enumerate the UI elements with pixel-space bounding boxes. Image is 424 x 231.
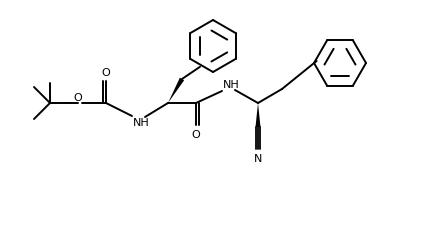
- Text: NH: NH: [133, 118, 150, 128]
- Text: O: O: [192, 129, 201, 139]
- Text: O: O: [102, 68, 110, 78]
- Text: NH: NH: [223, 80, 240, 90]
- Polygon shape: [256, 103, 260, 128]
- Text: O: O: [74, 93, 82, 103]
- Text: N: N: [254, 153, 262, 163]
- Polygon shape: [168, 78, 184, 103]
